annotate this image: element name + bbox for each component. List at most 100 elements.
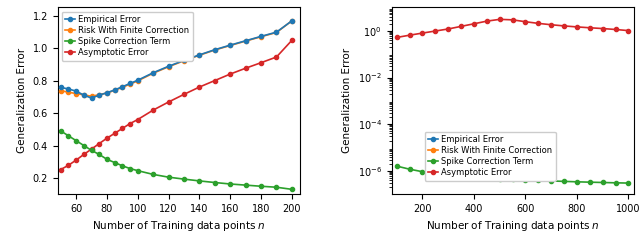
Risk With Finite Correction xyxy=(164,65,172,68)
Y-axis label: Generalization Error: Generalization Error xyxy=(342,48,352,153)
Spike Correction Term xyxy=(534,179,542,182)
Spike Correction Term xyxy=(80,144,88,147)
Spike Correction Term xyxy=(599,181,607,184)
Asymptotic Error xyxy=(444,27,452,30)
Line: Empirical Error: Empirical Error xyxy=(59,19,294,100)
Spike Correction Term xyxy=(419,170,426,173)
Spike Correction Term xyxy=(111,161,118,164)
Spike Correction Term xyxy=(612,181,620,184)
Spike Correction Term xyxy=(134,169,141,172)
Asymptotic Error xyxy=(431,30,439,33)
Empirical Error xyxy=(211,48,219,51)
Spike Correction Term xyxy=(257,185,265,188)
Asymptotic Error xyxy=(164,101,172,104)
Y-axis label: Generalization Error: Generalization Error xyxy=(17,48,27,153)
Asymptotic Error xyxy=(242,67,250,70)
Asymptotic Error xyxy=(288,39,296,42)
Spike Correction Term xyxy=(431,172,439,175)
Asymptotic Error xyxy=(625,29,632,32)
Risk With Finite Correction xyxy=(80,93,88,96)
Spike Correction Term xyxy=(560,180,568,183)
Spike Correction Term xyxy=(126,167,134,170)
Spike Correction Term xyxy=(586,181,594,184)
Asymptotic Error xyxy=(95,142,103,145)
Asymptotic Error xyxy=(103,137,111,140)
Spike Correction Term xyxy=(149,173,157,176)
Empirical Error xyxy=(126,82,134,85)
Risk With Finite Correction xyxy=(126,83,134,86)
Spike Correction Term xyxy=(273,186,280,189)
Empirical Error xyxy=(88,97,95,100)
X-axis label: Number of Training data points $n$: Number of Training data points $n$ xyxy=(426,220,600,234)
Asymptotic Error xyxy=(196,86,204,89)
Risk With Finite Correction xyxy=(257,35,265,38)
Asymptotic Error xyxy=(149,109,157,112)
Asymptotic Error xyxy=(522,20,529,23)
Legend: Empirical Error, Risk With Finite Correction, Spike Correction Term, Asymptotic : Empirical Error, Risk With Finite Correc… xyxy=(62,12,193,61)
Empirical Error xyxy=(80,94,88,97)
Empirical Error xyxy=(257,35,265,38)
Spike Correction Term xyxy=(95,153,103,156)
Line: Asymptotic Error: Asymptotic Error xyxy=(59,38,294,172)
Empirical Error xyxy=(180,59,188,62)
Risk With Finite Correction xyxy=(103,92,111,95)
Asymptotic Error xyxy=(126,122,134,125)
Risk With Finite Correction xyxy=(211,49,219,52)
Spike Correction Term xyxy=(547,180,555,183)
Spike Correction Term xyxy=(509,178,516,181)
Spike Correction Term xyxy=(88,149,95,152)
Spike Correction Term xyxy=(196,180,204,183)
Asymptotic Error xyxy=(134,118,141,121)
Line: Spike Correction Term: Spike Correction Term xyxy=(59,129,294,191)
Empirical Error xyxy=(111,88,118,91)
Spike Correction Term xyxy=(57,129,65,132)
Asymptotic Error xyxy=(612,28,620,31)
Asymptotic Error xyxy=(72,159,80,162)
Empirical Error xyxy=(72,90,80,93)
Spike Correction Term xyxy=(406,168,413,171)
Risk With Finite Correction xyxy=(65,91,72,94)
Empirical Error xyxy=(57,86,65,89)
Spike Correction Term xyxy=(444,174,452,177)
Empirical Error xyxy=(196,53,204,56)
Asymptotic Error xyxy=(586,26,594,29)
Risk With Finite Correction xyxy=(118,86,126,89)
Asymptotic Error xyxy=(88,148,95,151)
Risk With Finite Correction xyxy=(288,19,296,22)
Risk With Finite Correction xyxy=(134,79,141,82)
Asymptotic Error xyxy=(560,24,568,27)
Spike Correction Term xyxy=(65,134,72,137)
Asymptotic Error xyxy=(509,18,516,21)
Risk With Finite Correction xyxy=(227,44,234,47)
Risk With Finite Correction xyxy=(180,59,188,62)
Spike Correction Term xyxy=(573,180,580,183)
Spike Correction Term xyxy=(118,164,126,167)
Spike Correction Term xyxy=(625,182,632,185)
Asymptotic Error xyxy=(483,20,491,23)
Risk With Finite Correction xyxy=(111,89,118,92)
Asymptotic Error xyxy=(65,164,72,167)
Asymptotic Error xyxy=(57,168,65,171)
Asymptotic Error xyxy=(180,93,188,96)
Asymptotic Error xyxy=(80,153,88,156)
Spike Correction Term xyxy=(457,175,465,178)
Spike Correction Term xyxy=(288,188,296,191)
Asymptotic Error xyxy=(573,25,580,28)
Spike Correction Term xyxy=(164,176,172,179)
Risk With Finite Correction xyxy=(72,92,80,95)
Asymptotic Error xyxy=(470,22,478,25)
Empirical Error xyxy=(288,19,296,22)
Asymptotic Error xyxy=(406,34,413,37)
Empirical Error xyxy=(103,91,111,94)
Spike Correction Term xyxy=(227,183,234,186)
Legend: Empirical Error, Risk With Finite Correction, Spike Correction Term, Asymptotic : Empirical Error, Risk With Finite Correc… xyxy=(425,132,556,181)
Spike Correction Term xyxy=(496,177,504,180)
Asymptotic Error xyxy=(118,127,126,130)
Asymptotic Error xyxy=(227,72,234,75)
Risk With Finite Correction xyxy=(242,40,250,43)
Spike Correction Term xyxy=(211,181,219,184)
Asymptotic Error xyxy=(534,22,542,25)
Asymptotic Error xyxy=(393,36,401,39)
Asymptotic Error xyxy=(457,25,465,28)
Asymptotic Error xyxy=(273,56,280,59)
